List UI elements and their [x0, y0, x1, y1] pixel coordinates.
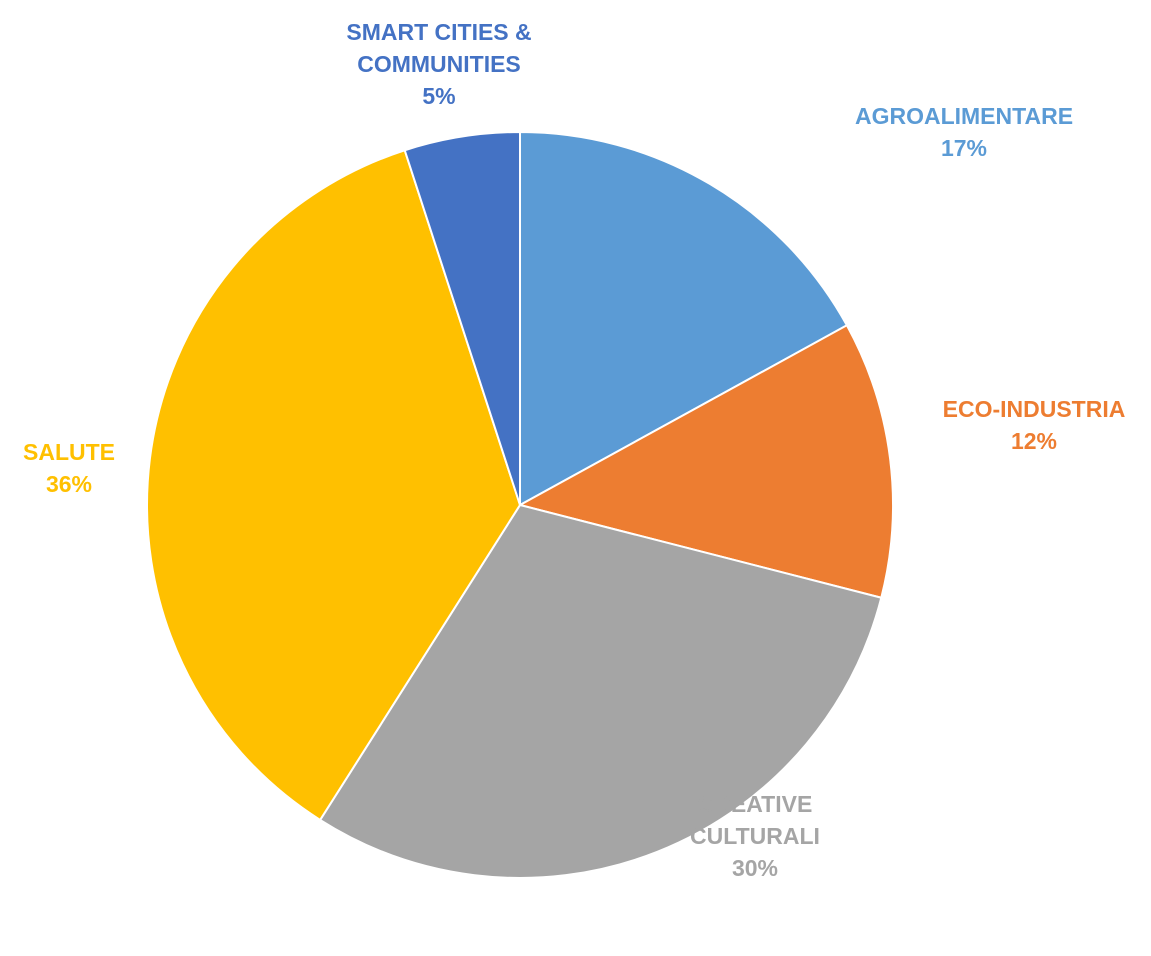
pie-slice-3: [318, 503, 883, 879]
slice-label-3: CREATIVE CULTURALI 30%: [690, 791, 820, 881]
slice-category-text: COMMUNITIES: [357, 51, 521, 77]
slice-category-text: CULTURALI: [690, 823, 820, 849]
slice-percent-text: 30%: [732, 855, 778, 881]
slice-category-text: CREATIVE: [698, 791, 813, 817]
slice-percent-text: 17%: [941, 135, 987, 161]
slice-category-text: AGROALIMENTARE: [855, 103, 1073, 129]
slice-category-text: ECO-INDUSTRIA: [943, 396, 1126, 422]
slice-label-1: AGROALIMENTARE 17%: [855, 103, 1073, 161]
pie-slice-2: [517, 323, 894, 599]
slice-percent-text: 36%: [46, 471, 92, 497]
pie-slice-4: [146, 148, 522, 822]
slice-label-4: SALUTE 36%: [23, 439, 115, 497]
pie-slice-5: [403, 130, 521, 506]
slice-category-text: SALUTE: [23, 439, 115, 465]
slice-label-5: SMART CITIES & COMMUNITIES 5%: [346, 19, 531, 109]
slice-label-2: ECO-INDUSTRIA 12%: [943, 396, 1126, 454]
pie-labels: AGROALIMENTARE 17% ECO-INDUSTRIA 12% CREATIV…: [23, 19, 1125, 881]
slice-percent-text: 12%: [1011, 428, 1057, 454]
pie-slice-1: [519, 130, 849, 507]
pie-slices: [146, 130, 894, 879]
slice-percent-text: 5%: [422, 83, 455, 109]
slice-category-text: SMART CITIES &: [346, 19, 531, 45]
